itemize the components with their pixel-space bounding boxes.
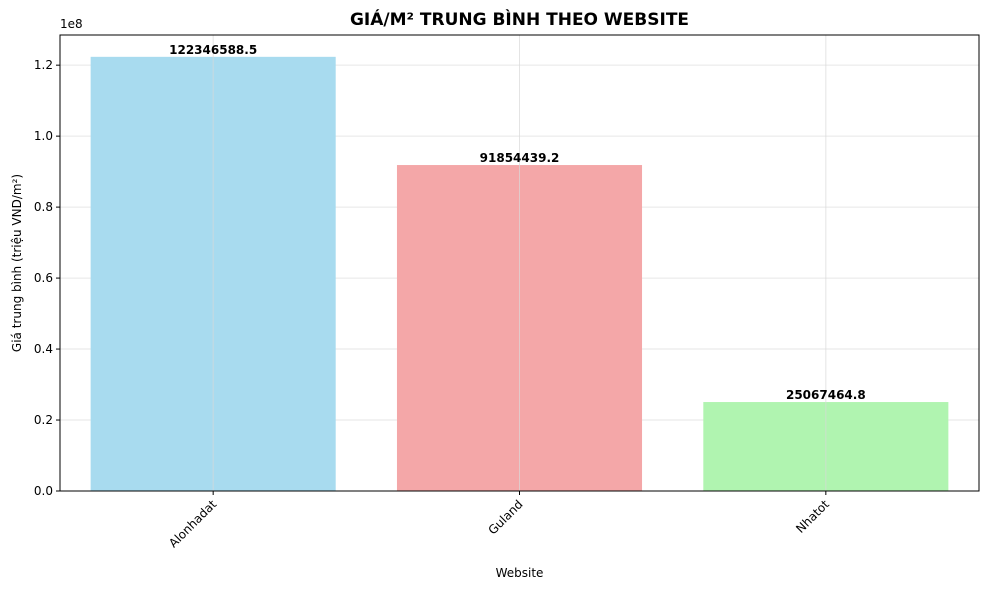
x-axis-ticks: Alonhadat Guland Nhatot xyxy=(166,491,832,550)
y-tick-label: 0.2 xyxy=(34,413,53,427)
data-labels: 122346588.5 91854439.2 25067464.8 xyxy=(169,43,866,402)
y-tick-label: 0.6 xyxy=(34,271,53,285)
y-tick-label: 1.0 xyxy=(34,129,53,143)
y-axis-ticks: 0.0 0.2 0.4 0.6 0.8 1.0 1.2 xyxy=(34,58,60,498)
x-tick-label: Alonhadat xyxy=(166,497,219,550)
plot-area-frame xyxy=(59,34,980,492)
y-tick-label: 0.0 xyxy=(34,484,53,498)
y-tick-label: 1.2 xyxy=(34,58,53,72)
vertical-grid xyxy=(212,35,827,491)
y-axis-label: Giá trung bình (triệu VND/m²) xyxy=(10,174,24,352)
x-tick-label: Nhatot xyxy=(793,497,832,536)
data-label: 25067464.8 xyxy=(786,388,866,402)
x-axis-label: Website xyxy=(496,566,544,580)
y-tick-label: 0.4 xyxy=(34,342,53,356)
y-axis-offset-label: 1e8 xyxy=(60,17,83,31)
data-label: 91854439.2 xyxy=(480,151,560,165)
x-tick-label: Guland xyxy=(485,497,525,537)
y-tick-label: 0.8 xyxy=(34,200,53,214)
data-label: 122346588.5 xyxy=(169,43,257,57)
chart-title: GIÁ/M² TRUNG BÌNH THEO WEBSITE xyxy=(350,8,689,30)
